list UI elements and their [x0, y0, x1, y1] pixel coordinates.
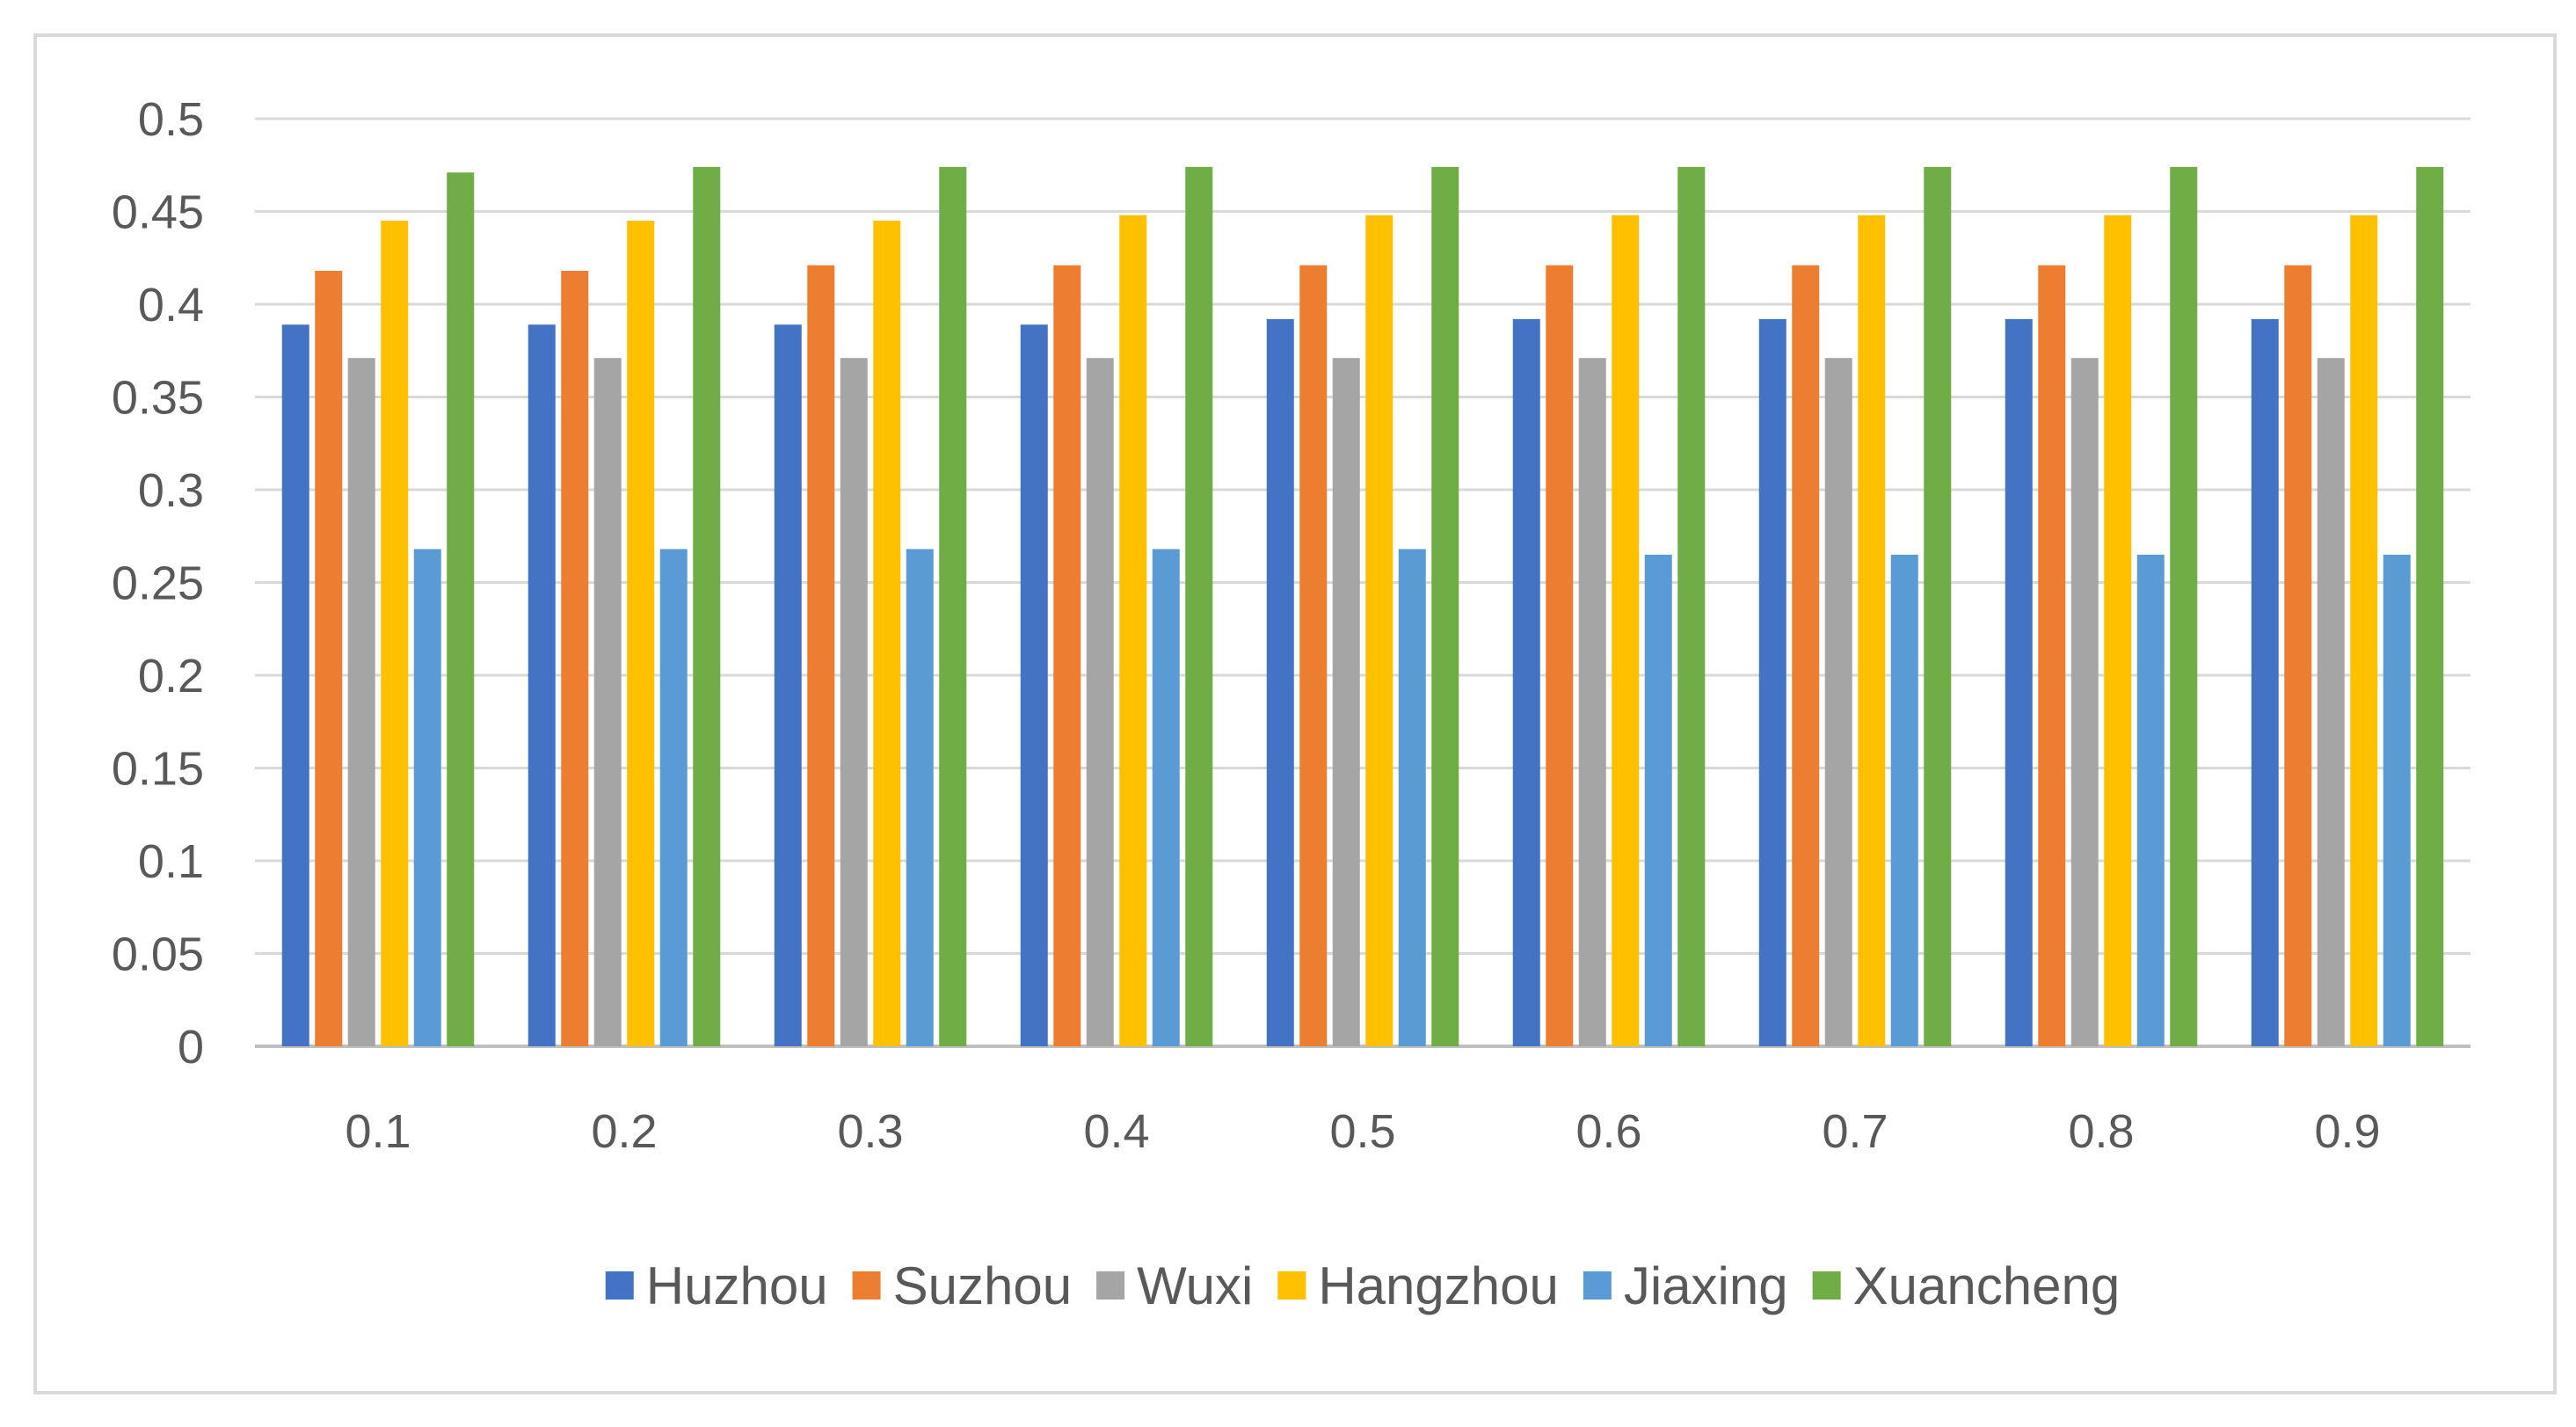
bar-huzhou-0.9 — [2251, 318, 2279, 1046]
bar-hangzhou-0.8 — [2104, 215, 2132, 1047]
bar-wuxi-0.9 — [2317, 358, 2345, 1046]
bar-jiaxing-0.1 — [413, 549, 441, 1046]
bar-jiaxing-0.6 — [1644, 554, 1672, 1046]
bar-hangzhou-0.7 — [1858, 215, 1886, 1047]
bar-hangzhou-0.2 — [627, 221, 655, 1047]
x-tick-label: 0.3 — [837, 1105, 903, 1158]
legend-swatch — [1583, 1271, 1612, 1300]
legend: Huzhou Suzhou Wuxi Hangzhou Jiaxing Xuancheng — [605, 1256, 2121, 1315]
y-tick-label: 0.3 — [138, 464, 204, 517]
legend-item-jiaxing: Jiaxing — [1583, 1256, 1788, 1315]
bar-xuancheng-0.5 — [1431, 166, 1459, 1047]
legend-swatch — [852, 1271, 881, 1300]
legend-label: Xuancheng — [1853, 1256, 2121, 1315]
bar-xuancheng-0.9 — [2416, 166, 2444, 1047]
y-tick-label: 0.2 — [138, 650, 204, 703]
bar-wuxi-0.1 — [347, 358, 375, 1046]
x-tick-label: 0.2 — [591, 1105, 657, 1158]
y-tick-label: 0.35 — [112, 372, 204, 425]
bar-jiaxing-0.4 — [1152, 549, 1180, 1046]
bar-suzhou-0.2 — [561, 271, 589, 1046]
bar-huzhou-0.4 — [1020, 324, 1048, 1047]
legend-label: Suzhou — [893, 1256, 1073, 1315]
bar-huzhou-0.6 — [1512, 318, 1540, 1046]
bar-jiaxing-0.5 — [1398, 549, 1426, 1046]
bar-wuxi-0.3 — [840, 358, 868, 1046]
y-tick-label: 0.05 — [112, 928, 204, 981]
bar-xuancheng-0.4 — [1185, 166, 1213, 1047]
legend-label: Jiaxing — [1624, 1256, 1788, 1315]
bar-huzhou-0.3 — [774, 324, 802, 1047]
bars — [281, 166, 2444, 1047]
bar-xuancheng-0.7 — [1924, 166, 1952, 1047]
bar-huzhou-0.8 — [2005, 318, 2033, 1046]
bar-xuancheng-0.1 — [447, 172, 475, 1046]
y-tick-label: 0.5 — [138, 93, 204, 146]
x-tick-label: 0.6 — [1575, 1105, 1641, 1158]
legend-swatch — [1096, 1271, 1125, 1300]
y-tick-label: 0.45 — [112, 186, 204, 239]
bar-xuancheng-0.6 — [1677, 166, 1706, 1047]
x-tick-label: 0.8 — [2068, 1105, 2134, 1158]
y-tick-label: 0.15 — [112, 743, 204, 796]
legend-label: Hangzhou — [1318, 1256, 1559, 1315]
bar-suzhou-0.3 — [807, 265, 835, 1046]
x-axis-tick-labels: 0.1 0.2 0.3 0.4 0.5 0.6 0.7 0.8 0.9 — [345, 1105, 2380, 1158]
y-tick-label: 0.25 — [112, 557, 204, 610]
legend-item-wuxi: Wuxi — [1096, 1256, 1253, 1315]
bar-wuxi-0.5 — [1332, 358, 1360, 1046]
bar-jiaxing-0.2 — [659, 549, 688, 1046]
bar-jiaxing-0.8 — [2136, 554, 2165, 1046]
bar-wuxi-0.8 — [2070, 358, 2099, 1046]
legend-swatch — [1812, 1271, 1841, 1300]
bar-huzhou-0.5 — [1266, 318, 1294, 1046]
bar-hangzhou-0.9 — [2350, 215, 2378, 1047]
bar-jiaxing-0.7 — [1890, 554, 1918, 1046]
legend-item-hangzhou: Hangzhou — [1277, 1256, 1559, 1315]
bar-jiaxing-0.9 — [2383, 554, 2411, 1046]
bar-hangzhou-0.3 — [873, 221, 901, 1047]
x-tick-label: 0.4 — [1083, 1105, 1149, 1158]
bar-wuxi-0.4 — [1086, 358, 1114, 1046]
bar-suzhou-0.8 — [2038, 265, 2066, 1046]
legend-swatch — [1277, 1271, 1306, 1300]
bar-wuxi-0.7 — [1824, 358, 1852, 1046]
bar-suzhou-0.4 — [1053, 265, 1081, 1046]
bar-suzhou-0.6 — [1546, 265, 1574, 1046]
legend-label: Huzhou — [646, 1256, 828, 1315]
bar-wuxi-0.6 — [1578, 358, 1606, 1046]
bar-huzhou-0.1 — [281, 324, 309, 1047]
bar-hangzhou-0.6 — [1612, 215, 1640, 1047]
x-tick-label: 0.1 — [345, 1105, 411, 1158]
bar-huzhou-0.2 — [528, 324, 556, 1047]
bar-hangzhou-0.5 — [1365, 215, 1394, 1047]
bar-suzhou-0.9 — [2284, 265, 2312, 1046]
bar-suzhou-0.1 — [315, 271, 343, 1046]
y-tick-label: 0 — [178, 1021, 204, 1074]
x-tick-label: 0.5 — [1329, 1105, 1395, 1158]
bar-huzhou-0.7 — [1758, 318, 1786, 1046]
bar-xuancheng-0.3 — [939, 166, 967, 1047]
bar-xuancheng-0.8 — [2170, 166, 2198, 1047]
bar-suzhou-0.5 — [1299, 265, 1328, 1046]
legend-item-suzhou: Suzhou — [852, 1256, 1073, 1315]
x-tick-label: 0.9 — [2314, 1105, 2380, 1158]
gridlines — [255, 117, 2470, 1048]
bar-wuxi-0.2 — [593, 358, 622, 1046]
legend-item-xuancheng: Xuancheng — [1812, 1256, 2121, 1315]
y-tick-label: 0.1 — [138, 835, 204, 888]
legend-item-huzhou: Huzhou — [605, 1256, 828, 1315]
legend-label: Wuxi — [1137, 1256, 1253, 1315]
bar-hangzhou-0.4 — [1119, 215, 1147, 1047]
legend-swatch — [605, 1271, 634, 1300]
y-axis-tick-labels: 0 0.05 0.1 0.15 0.2 0.25 0.3 0.35 0.4 0.45 0.5 — [112, 93, 204, 1074]
bar-suzhou-0.7 — [1792, 265, 1820, 1046]
bar-hangzhou-0.1 — [381, 221, 409, 1047]
bar-xuancheng-0.2 — [693, 166, 721, 1047]
y-tick-label: 0.4 — [138, 279, 204, 331]
bar-jiaxing-0.3 — [906, 549, 934, 1046]
x-tick-label: 0.7 — [1822, 1105, 1888, 1158]
